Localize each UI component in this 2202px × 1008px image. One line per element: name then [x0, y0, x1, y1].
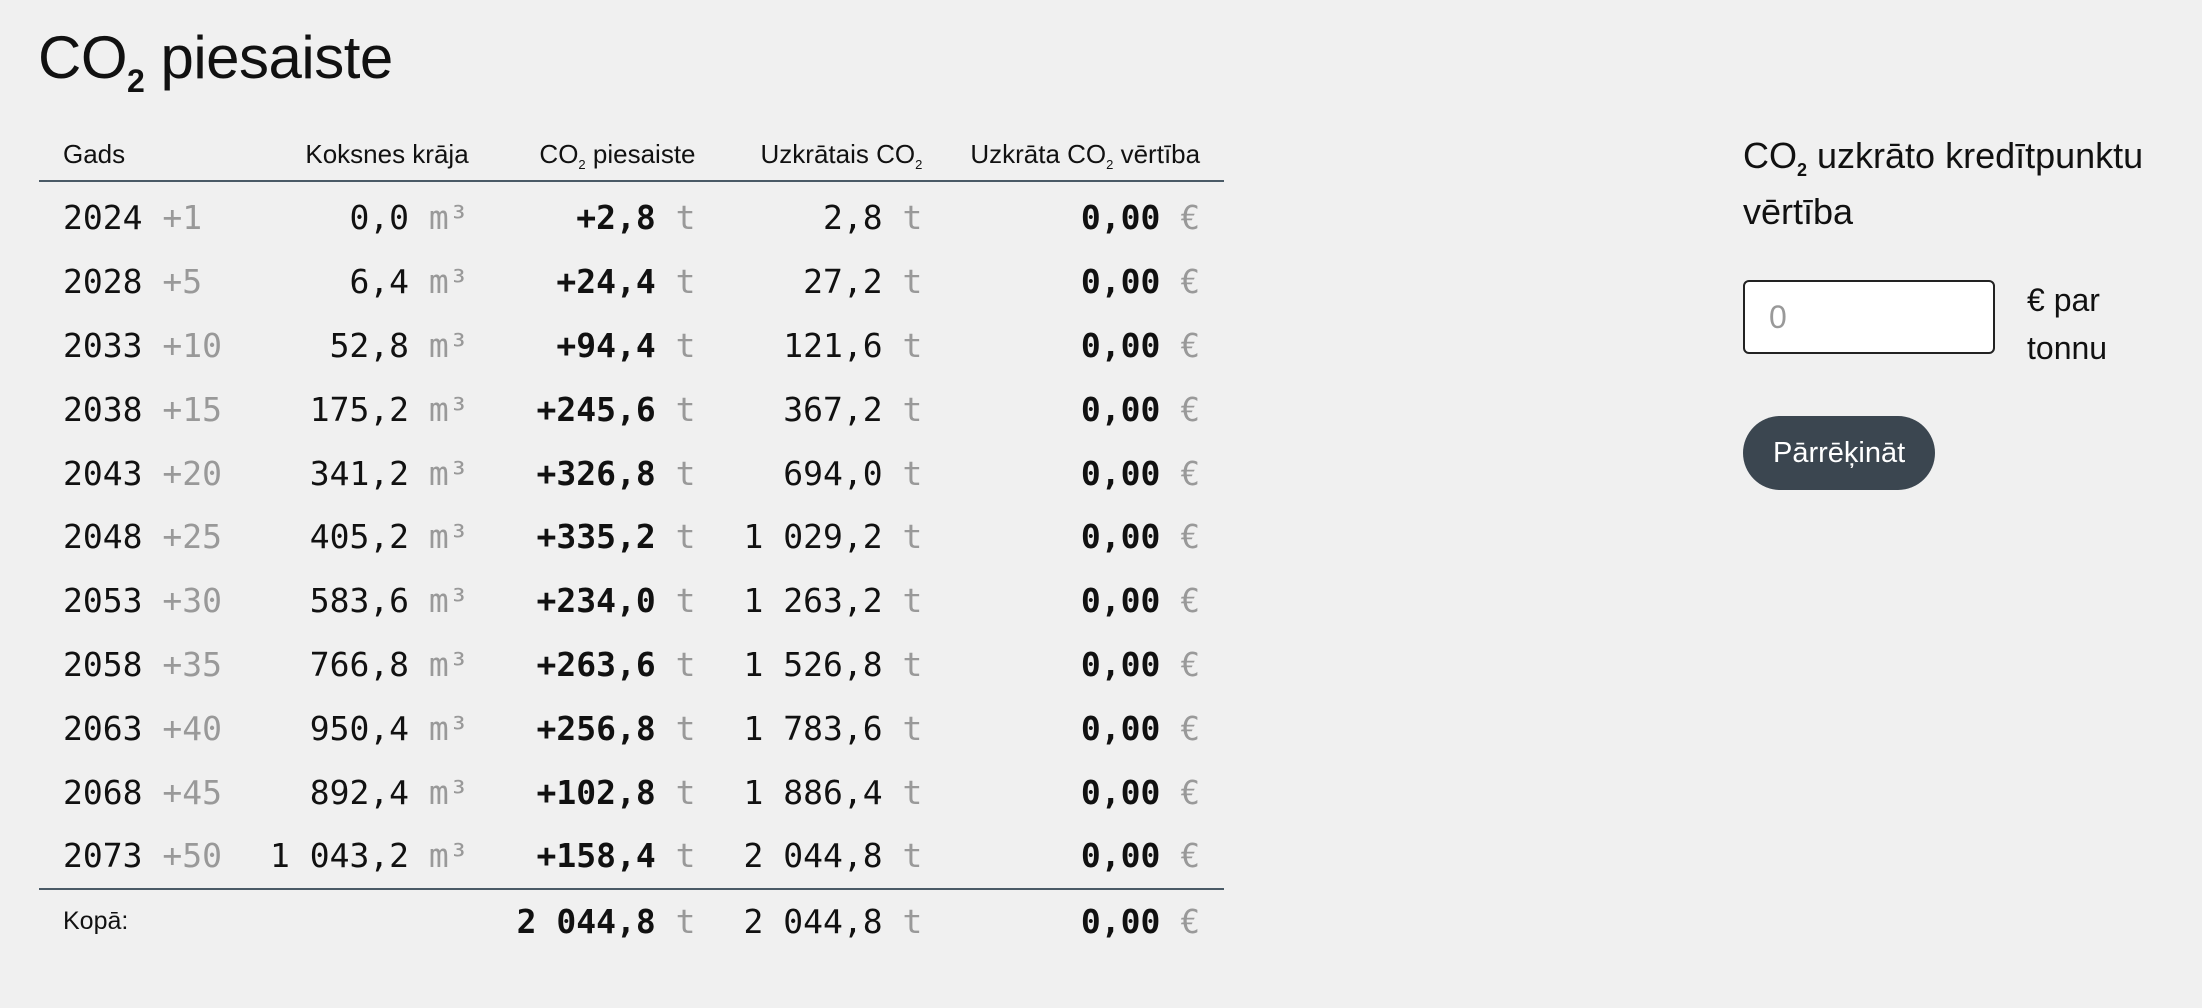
cell-capture: +2,8 t	[576, 198, 696, 238]
cell-stock: 950,4 m³	[309, 708, 469, 748]
cell-year: 2058 +35	[63, 644, 222, 684]
totals-capture: 2 044,8 t	[492, 887, 720, 954]
cell-year: 2024 +1	[63, 198, 203, 238]
cell-stock: 405,2 m³	[309, 517, 469, 557]
cell-capture: +335,2 t	[536, 517, 696, 557]
totals-label: Kopā:	[39, 887, 246, 954]
cell-value: 0,00 €	[1080, 644, 1201, 684]
cell-stock: 583,6 m³	[309, 581, 469, 621]
cell-year: 2038 +15	[63, 389, 222, 429]
cell-capture: +234,0 t	[536, 581, 696, 621]
header-stock: Koksnes krāja	[245, 128, 493, 182]
page-title: CO2 piesaiste	[38, 24, 393, 99]
cell-accumulated: 694,0 t	[783, 453, 923, 493]
table-row: 2058 +35 766,8 m³ +263,6 t 1 526,8 t 0,00 €	[39, 633, 1224, 697]
header-value: Uzkrāta CO2 vērtība	[946, 128, 1225, 182]
cell-accumulated: 121,6 t	[783, 325, 923, 365]
cell-accumulated: 1 886,4 t	[743, 772, 923, 812]
cell-accumulated: 1 526,8 t	[743, 644, 923, 684]
header-accumulated: Uzkrātais CO2	[719, 128, 947, 182]
cell-capture: +102,8 t	[536, 772, 696, 812]
cell-accumulated: 27,2 t	[803, 262, 923, 302]
cell-accumulated: 1 783,6 t	[743, 708, 923, 748]
cell-value: 0,00 €	[1080, 517, 1201, 557]
cell-value: 0,00 €	[1080, 262, 1201, 302]
cell-stock: 52,8 m³	[329, 325, 469, 365]
cell-year: 2048 +25	[63, 517, 222, 557]
table-row: 2024 +1 0,0 m³ +2,8 t 2,8 t 0,00 €	[39, 181, 1224, 250]
table-row: 2048 +25 405,2 m³ +335,2 t 1 029,2 t 0,00 €	[39, 505, 1224, 569]
cell-year: 2033 +10	[63, 325, 222, 365]
table-row: 2028 +5 6,4 m³ +24,4 t 27,2 t 0,00 €	[39, 250, 1224, 314]
cell-capture: +24,4 t	[556, 262, 696, 302]
co2-table: Gads Koksnes krāja CO2 piesaiste Uzkrāta…	[39, 128, 1225, 954]
cell-capture: +326,8 t	[536, 453, 696, 493]
cell-accumulated: 1 029,2 t	[743, 517, 923, 557]
panel-heading: CO2 uzkrāto kredītpunktu vērtība	[1743, 135, 2144, 232]
price-input-suffix: € par tonnu	[2027, 282, 2108, 366]
cell-value: 0,00 €	[1080, 198, 1201, 238]
cell-year: 2028 +5	[63, 262, 203, 302]
cell-stock: 1 043,2 m³	[269, 836, 469, 876]
cell-value: 0,00 €	[1080, 453, 1201, 493]
table-row: 2068 +45 892,4 m³ +102,8 t 1 886,4 t 0,00 €	[39, 760, 1224, 824]
cell-accumulated: 2,8 t	[822, 198, 923, 238]
table-row: 2038 +15 175,2 m³ +245,6 t 367,2 t 0,00 €	[39, 377, 1224, 441]
totals-accumulated: 2 044,8 t	[719, 887, 947, 954]
cell-value: 0,00 €	[1080, 708, 1201, 748]
cell-capture: +263,6 t	[536, 644, 696, 684]
table-header-row: Gads Koksnes krāja CO2 piesaiste Uzkrāta…	[39, 128, 1225, 182]
totals-stock	[245, 887, 493, 954]
cell-year: 2043 +20	[63, 453, 222, 493]
cell-capture: +245,6 t	[536, 389, 696, 429]
cell-stock: 175,2 m³	[309, 389, 469, 429]
cell-capture: +94,4 t	[556, 325, 696, 365]
cell-year: 2063 +40	[63, 708, 222, 748]
cell-value: 0,00 €	[1080, 836, 1201, 876]
table-row: 2043 +20 341,2 m³ +326,8 t 694,0 t 0,00 €	[39, 441, 1224, 505]
table-row: 2073 +50 1 043,2 m³ +158,4 t 2 044,8 t 0,00 …	[39, 824, 1224, 889]
cell-stock: 6,4 m³	[349, 262, 469, 302]
cell-value: 0,00 €	[1080, 581, 1201, 621]
cell-year: 2053 +30	[63, 581, 222, 621]
price-input-row: € par tonnu	[1743, 280, 2173, 372]
cell-value: 0,00 €	[1080, 389, 1201, 429]
table-row: 2063 +40 950,4 m³ +256,8 t 1 783,6 t 0,00 €	[39, 696, 1224, 760]
cell-capture: +158,4 t	[536, 836, 696, 876]
table-row: 2033 +10 52,8 m³ +94,4 t 121,6 t 0,00 €	[39, 314, 1224, 378]
totals-row: Kopā: 2 044,8 t 2 044,8 t 0,00 €	[39, 887, 1225, 954]
cell-year: 2068 +45	[63, 772, 222, 812]
cell-year: 2073 +50	[63, 836, 222, 876]
cell-accumulated: 367,2 t	[783, 389, 923, 429]
cell-stock: 892,4 m³	[309, 772, 469, 812]
cell-value: 0,00 €	[1080, 325, 1201, 365]
cell-stock: 0,0 m³	[349, 198, 469, 238]
totals-value: 0,00 €	[946, 887, 1225, 954]
cell-value: 0,00 €	[1080, 772, 1201, 812]
cell-stock: 766,8 m³	[309, 644, 469, 684]
cell-accumulated: 2 044,8 t	[743, 836, 923, 876]
recalculate-button[interactable]: Pārrēķināt	[1743, 416, 1936, 490]
table-row: 2053 +30 583,6 m³ +234,0 t 1 263,2 t 0,00 €	[39, 569, 1224, 633]
cell-accumulated: 1 263,2 t	[743, 581, 923, 621]
header-capture: CO2 piesaiste	[492, 128, 720, 182]
credit-value-panel: CO2 uzkrāto kredītpunktu vērtība € par t…	[1743, 128, 2173, 490]
cell-capture: +256,8 t	[536, 708, 696, 748]
cell-stock: 341,2 m³	[309, 453, 469, 493]
price-per-tonne-input[interactable]	[1743, 280, 1995, 354]
header-year: Gads	[39, 128, 246, 182]
